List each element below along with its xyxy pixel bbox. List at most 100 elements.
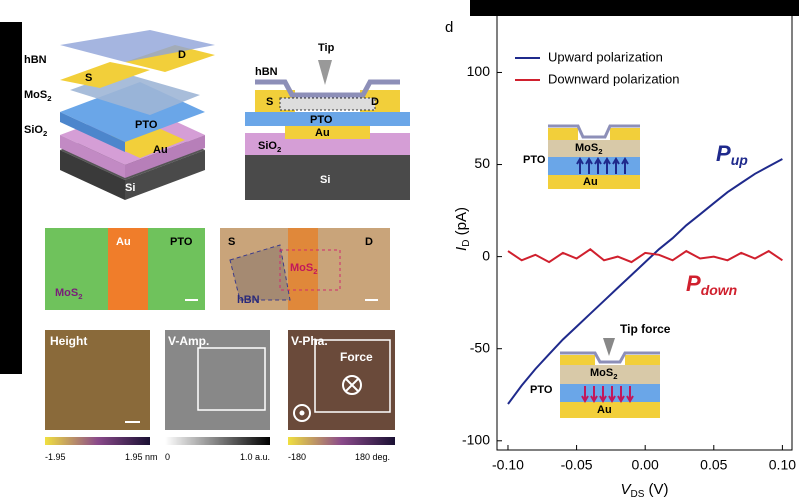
label: MoS2 xyxy=(55,287,83,301)
label-text: MoS xyxy=(55,287,78,299)
label-sub: 2 xyxy=(598,147,602,156)
schematic-a-right xyxy=(245,60,410,200)
arrow-down xyxy=(626,386,634,403)
label-text: PTO xyxy=(530,384,553,396)
plot-frame xyxy=(496,7,793,451)
label-text: Au xyxy=(583,176,598,188)
label-sub: 2 xyxy=(47,94,51,103)
label: Height xyxy=(50,334,87,348)
label: SiO2 xyxy=(258,140,281,154)
label: MoS2 xyxy=(290,262,318,276)
data-line xyxy=(507,158,783,405)
label: Tip xyxy=(318,42,335,54)
label-text: PTO xyxy=(310,114,333,126)
label-text: PTO xyxy=(135,119,158,131)
label-sub: 2 xyxy=(277,145,281,154)
label: Au xyxy=(116,236,131,248)
label: 1.0 a.u. xyxy=(240,452,270,462)
label-text: -1.95 xyxy=(45,452,66,462)
x-tick-label: 0.10 xyxy=(769,457,796,473)
label: S xyxy=(266,96,273,108)
arrow-up xyxy=(612,157,620,174)
label-text: Au xyxy=(116,236,131,248)
label-text: Tip xyxy=(318,42,335,54)
label-text: Height xyxy=(50,334,87,348)
label-text: D xyxy=(365,236,373,248)
arrow-up xyxy=(621,157,629,174)
label-sub: 2 xyxy=(43,129,47,138)
label-text: Au xyxy=(153,144,168,156)
label: Au xyxy=(153,144,168,156)
panel-c-images xyxy=(45,330,395,445)
label-text: Si xyxy=(320,174,330,186)
label-text: MoS xyxy=(24,89,47,101)
annotation: Pup xyxy=(716,141,748,168)
label: hBN xyxy=(255,66,278,78)
data-line xyxy=(507,248,783,264)
label: Au xyxy=(583,176,598,188)
label-text: MoS xyxy=(590,367,613,379)
label-text: -180 xyxy=(288,452,306,462)
annotation-sub: down xyxy=(701,282,738,298)
x-tick-label: 0.00 xyxy=(632,457,659,473)
label: D xyxy=(178,49,186,61)
x-tick-label: -0.05 xyxy=(561,457,593,473)
label: PTO xyxy=(310,114,333,126)
y-tick-label: 0 xyxy=(482,247,490,263)
label: -1.95 xyxy=(45,452,66,462)
annotation-sub: up xyxy=(731,152,749,168)
annotation-text: P xyxy=(686,271,701,296)
label: 180 deg. xyxy=(355,452,390,462)
arrow-up xyxy=(594,157,602,174)
panel-label: c xyxy=(6,319,14,336)
label: Tip force xyxy=(620,322,671,336)
arrow-down xyxy=(581,386,589,403)
label: Si xyxy=(125,182,135,194)
y-tick-label: -50 xyxy=(470,339,490,355)
label-text: S xyxy=(266,96,273,108)
axis-label-main: I xyxy=(453,247,470,251)
label-text: PTO xyxy=(170,236,193,248)
y-tick-label: 50 xyxy=(474,155,490,171)
arrow-up xyxy=(576,157,584,174)
arrow-down xyxy=(599,386,607,403)
axis-label-unit: (V) xyxy=(644,481,668,498)
label-sub: 2 xyxy=(78,292,82,301)
label-text: V-Amp. xyxy=(168,334,209,348)
label-text: PTO xyxy=(523,154,546,166)
panel-b-images xyxy=(45,228,390,310)
label: MoS2 xyxy=(590,367,618,381)
panel-label: b xyxy=(6,213,14,230)
label: hBN xyxy=(237,294,260,306)
label-text: Force xyxy=(340,350,373,364)
label: V-Pha. xyxy=(291,334,328,348)
label: Force xyxy=(340,350,373,364)
label: PTO xyxy=(135,119,158,131)
panel-label: d xyxy=(445,19,453,36)
arrow-down xyxy=(590,386,598,403)
label: D xyxy=(371,96,379,108)
label: MoS2 xyxy=(24,89,52,103)
label: SiO2 xyxy=(24,124,47,138)
label-text: hBN xyxy=(24,54,47,66)
label-text: Tip force xyxy=(620,322,671,336)
label: MoS2 xyxy=(575,142,603,156)
black-strip xyxy=(0,22,22,374)
label: S xyxy=(228,236,235,248)
label-text: 1.95 nm xyxy=(125,452,158,462)
axis-label: VDS (V) xyxy=(620,481,668,500)
label: PTO xyxy=(170,236,193,248)
label-text: 180 deg. xyxy=(355,452,390,462)
x-tick-label: 0.05 xyxy=(700,457,727,473)
panel-label: a xyxy=(6,21,15,38)
label: S xyxy=(85,72,92,84)
label: D xyxy=(365,236,373,248)
arrow-down xyxy=(608,386,616,403)
label: Au xyxy=(315,127,330,139)
label-text: D xyxy=(371,96,379,108)
inset-top xyxy=(548,124,640,189)
axis-label: ID (pA) xyxy=(453,207,472,251)
label: PTO xyxy=(530,384,553,396)
axis-label-unit: (pA) xyxy=(453,207,470,240)
label: Si xyxy=(320,174,330,186)
